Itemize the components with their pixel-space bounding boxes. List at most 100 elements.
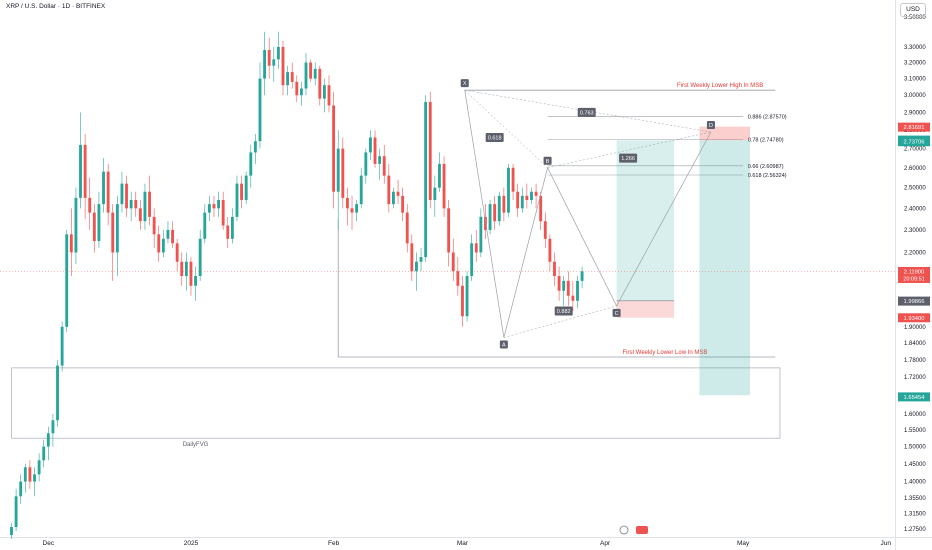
time-tick-label: Mar bbox=[457, 540, 469, 547]
candle-body bbox=[97, 204, 101, 242]
xb-line bbox=[464, 90, 548, 168]
pattern-point-label: C bbox=[615, 311, 619, 317]
candle-body bbox=[534, 191, 538, 196]
candle-body bbox=[502, 195, 506, 213]
candle-body bbox=[217, 199, 220, 209]
candle-body bbox=[272, 59, 276, 66]
candle-body bbox=[415, 261, 418, 272]
candle-body bbox=[576, 280, 579, 301]
fib-ratio-label: 1.266 bbox=[621, 156, 635, 162]
price-tick-label: 3.30000 bbox=[904, 45, 926, 51]
candle-body bbox=[493, 204, 497, 222]
candle-body bbox=[525, 195, 529, 200]
price-tag bbox=[898, 122, 930, 132]
price-tick-label: 1.84000 bbox=[904, 341, 926, 347]
price-tag bbox=[898, 296, 930, 306]
candle-body bbox=[350, 208, 354, 213]
stop-zone bbox=[616, 300, 675, 318]
pattern-point-badge bbox=[706, 121, 715, 130]
price-tag bbox=[898, 313, 930, 323]
fib-ratio-label: 0.882 bbox=[557, 309, 571, 315]
candle-body bbox=[396, 191, 400, 196]
candle-body bbox=[465, 276, 469, 317]
candle-body bbox=[276, 46, 280, 60]
lower-low-label: First Weekly Lower Low In MSB bbox=[622, 350, 707, 356]
candle-body bbox=[341, 148, 345, 198]
candle-body bbox=[359, 175, 363, 205]
current-price-tag bbox=[898, 266, 930, 283]
candle-body bbox=[484, 216, 487, 230]
candle-body bbox=[19, 481, 23, 497]
candle-body bbox=[180, 261, 184, 277]
pattern-point-badge bbox=[460, 79, 469, 88]
candle-body bbox=[410, 243, 414, 272]
candle-body bbox=[488, 204, 492, 230]
candle-body bbox=[327, 85, 331, 106]
candle-body bbox=[129, 199, 133, 209]
candle-body bbox=[530, 191, 533, 200]
candle-body bbox=[364, 152, 368, 176]
fib-ratio-label: 0.618 bbox=[488, 135, 502, 141]
candle-body bbox=[175, 243, 179, 262]
price-tick-label: 1.78000 bbox=[904, 358, 926, 364]
candle-body bbox=[461, 285, 464, 317]
candle-body bbox=[134, 199, 138, 209]
currency-button[interactable]: USD bbox=[900, 3, 926, 17]
candle-body bbox=[33, 474, 36, 482]
candle-body bbox=[240, 183, 244, 200]
price-tick-label: 3.10000 bbox=[904, 77, 926, 83]
candle-body bbox=[387, 175, 391, 205]
candle-body bbox=[111, 212, 115, 253]
candle-body bbox=[332, 105, 336, 192]
price-tick-label: 1.45000 bbox=[904, 462, 926, 468]
pattern-point-label: D bbox=[709, 123, 713, 129]
candle-body bbox=[46, 433, 50, 447]
price-tick-label: 1.31500 bbox=[904, 511, 926, 517]
candle-body bbox=[438, 163, 441, 188]
symbol-title: XRP / U.S. Dollar · 1D · BITFINEX bbox=[6, 3, 106, 10]
candle-body bbox=[171, 229, 174, 244]
fib-ratio-badge bbox=[485, 132, 504, 142]
candle-body bbox=[267, 49, 271, 66]
fib-ratio-label: 0.763 bbox=[580, 110, 594, 116]
fib-ratio-badge bbox=[554, 306, 573, 316]
candle-body bbox=[295, 81, 299, 96]
price-tick-label: 2.50000 bbox=[904, 186, 926, 192]
price-tick-label: 2.60000 bbox=[904, 166, 926, 172]
time-tick-label: May bbox=[737, 540, 750, 547]
candle-body bbox=[456, 271, 460, 286]
fib-level-label: 0.886 (2.87570) bbox=[748, 115, 787, 121]
candle-body bbox=[281, 46, 285, 86]
candle-body bbox=[479, 216, 483, 253]
candle-body bbox=[157, 234, 161, 253]
projection-zone bbox=[699, 140, 751, 396]
candle-body bbox=[83, 144, 87, 198]
candle-body bbox=[373, 137, 377, 164]
candle-body bbox=[194, 276, 197, 286]
candle-body bbox=[378, 156, 382, 164]
candle-body bbox=[253, 141, 257, 153]
candle-body bbox=[74, 197, 78, 253]
candle-body bbox=[88, 197, 92, 213]
candle-body bbox=[207, 204, 211, 213]
candle-body bbox=[419, 257, 423, 262]
candle-body bbox=[497, 195, 501, 222]
time-tick-label: Dec bbox=[43, 540, 55, 547]
d-stop-zone bbox=[699, 126, 751, 141]
candle-body bbox=[166, 229, 170, 239]
candle-body bbox=[184, 261, 188, 277]
candle-body bbox=[580, 271, 584, 281]
pattern-point-label: A bbox=[502, 343, 506, 349]
time-tick-label: Apr bbox=[600, 540, 611, 547]
candle-body bbox=[161, 238, 165, 253]
candle-body bbox=[318, 68, 322, 99]
candle-body bbox=[42, 446, 46, 461]
price-tick-label: 1.35500 bbox=[904, 496, 926, 502]
candle-body bbox=[203, 212, 207, 239]
candle-body bbox=[447, 208, 451, 253]
candle-body bbox=[345, 197, 349, 209]
price-tag-label: 1.93400 bbox=[904, 316, 925, 322]
candle-body bbox=[212, 204, 216, 209]
